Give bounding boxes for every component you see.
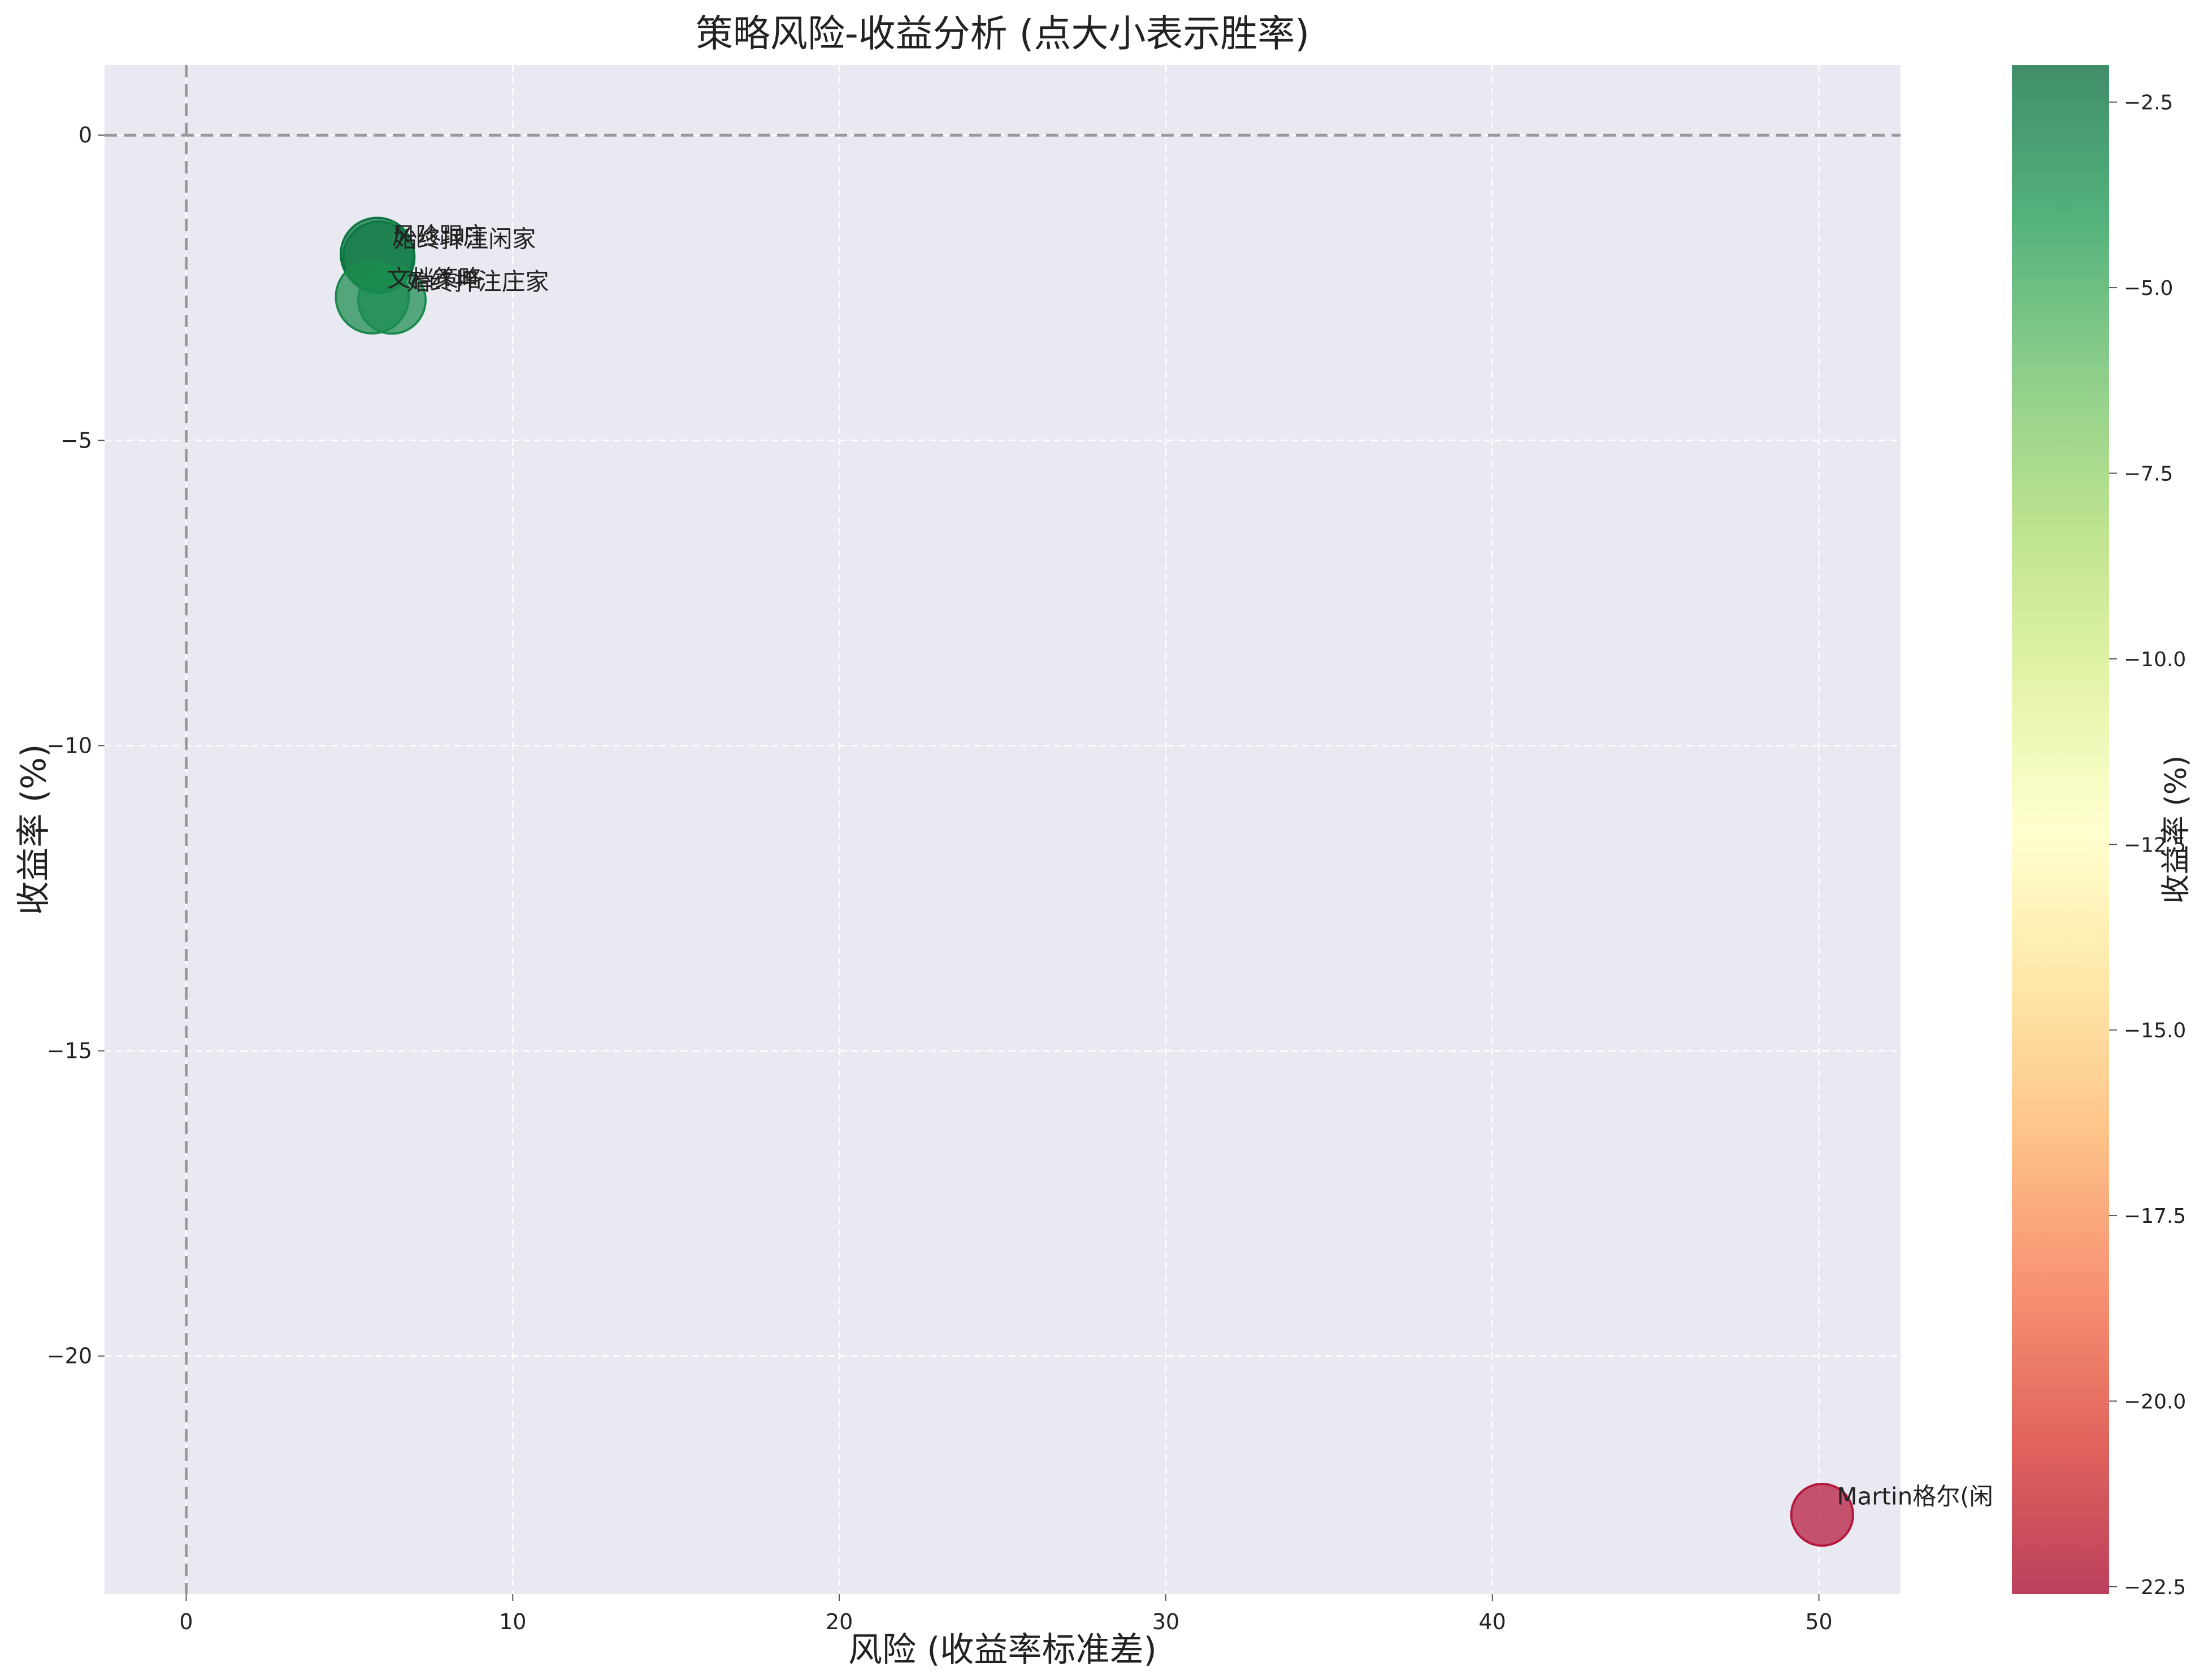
scatter-point <box>1790 1482 1854 1547</box>
colorbar-tick-label: −15.0 <box>2124 1019 2186 1043</box>
colorbar-tick-label: −20.0 <box>2124 1390 2186 1413</box>
y-tick-label: −5 <box>60 428 92 453</box>
y-tick-label: −10 <box>47 733 92 758</box>
y-ticks: 0 −5 −10 −15 −20 <box>47 123 105 1369</box>
colorbar-tick-label: −5.0 <box>2124 277 2173 300</box>
point-label: 始终押注庄家 <box>406 268 549 296</box>
point-label: 风险跟庄 <box>392 222 487 250</box>
colorbar <box>2012 65 2109 1594</box>
point-label: Martin格尔(闲 <box>1837 1483 1993 1510</box>
colorbar-label: 收益率 (%) <box>2159 756 2193 904</box>
colorbar-ticks: −2.5 −5.0 −7.5 −10.0 −12.5 −15.0 −17.5 −20.0 −22… <box>2109 92 2186 1599</box>
x-tick-label: 30 <box>1152 1609 1179 1634</box>
colorbar-tick-label: −7.5 <box>2124 462 2173 485</box>
x-tick-label: 0 <box>179 1609 193 1634</box>
colorbar-tick-label: −17.5 <box>2124 1205 2186 1228</box>
colorbar-tick-label: −2.5 <box>2124 92 2173 115</box>
y-tick-label: −20 <box>47 1344 92 1369</box>
colorbar-tick-label: −10.0 <box>2124 648 2186 671</box>
colorbar-tick-label: −22.5 <box>2124 1576 2186 1599</box>
x-tick-label: 50 <box>1805 1609 1832 1634</box>
y-tick-label: 0 <box>79 123 92 147</box>
x-axis-label: 风险 (收益率标准差) <box>848 1630 1157 1670</box>
colorbar-tick-label: −12.5 <box>2124 834 2186 857</box>
scatter-point <box>357 265 427 335</box>
x-tick-label: 20 <box>826 1609 853 1634</box>
chart-title: 策略风险-收益分析 (点大小表示胜率) <box>696 12 1309 55</box>
y-axis-label: 收益率 (%) <box>14 744 54 915</box>
reference-lines <box>105 65 1901 1594</box>
x-ticks: 0 10 20 30 40 50 <box>179 1594 1833 1634</box>
x-tick-label: 40 <box>1479 1609 1506 1634</box>
point-label: 始终押注闲家 <box>393 225 536 253</box>
x-tick-label: 10 <box>499 1609 526 1634</box>
y-tick-label: −15 <box>47 1039 92 1063</box>
points-layer <box>335 216 1854 1547</box>
point-label: 文档策略 <box>387 264 482 292</box>
